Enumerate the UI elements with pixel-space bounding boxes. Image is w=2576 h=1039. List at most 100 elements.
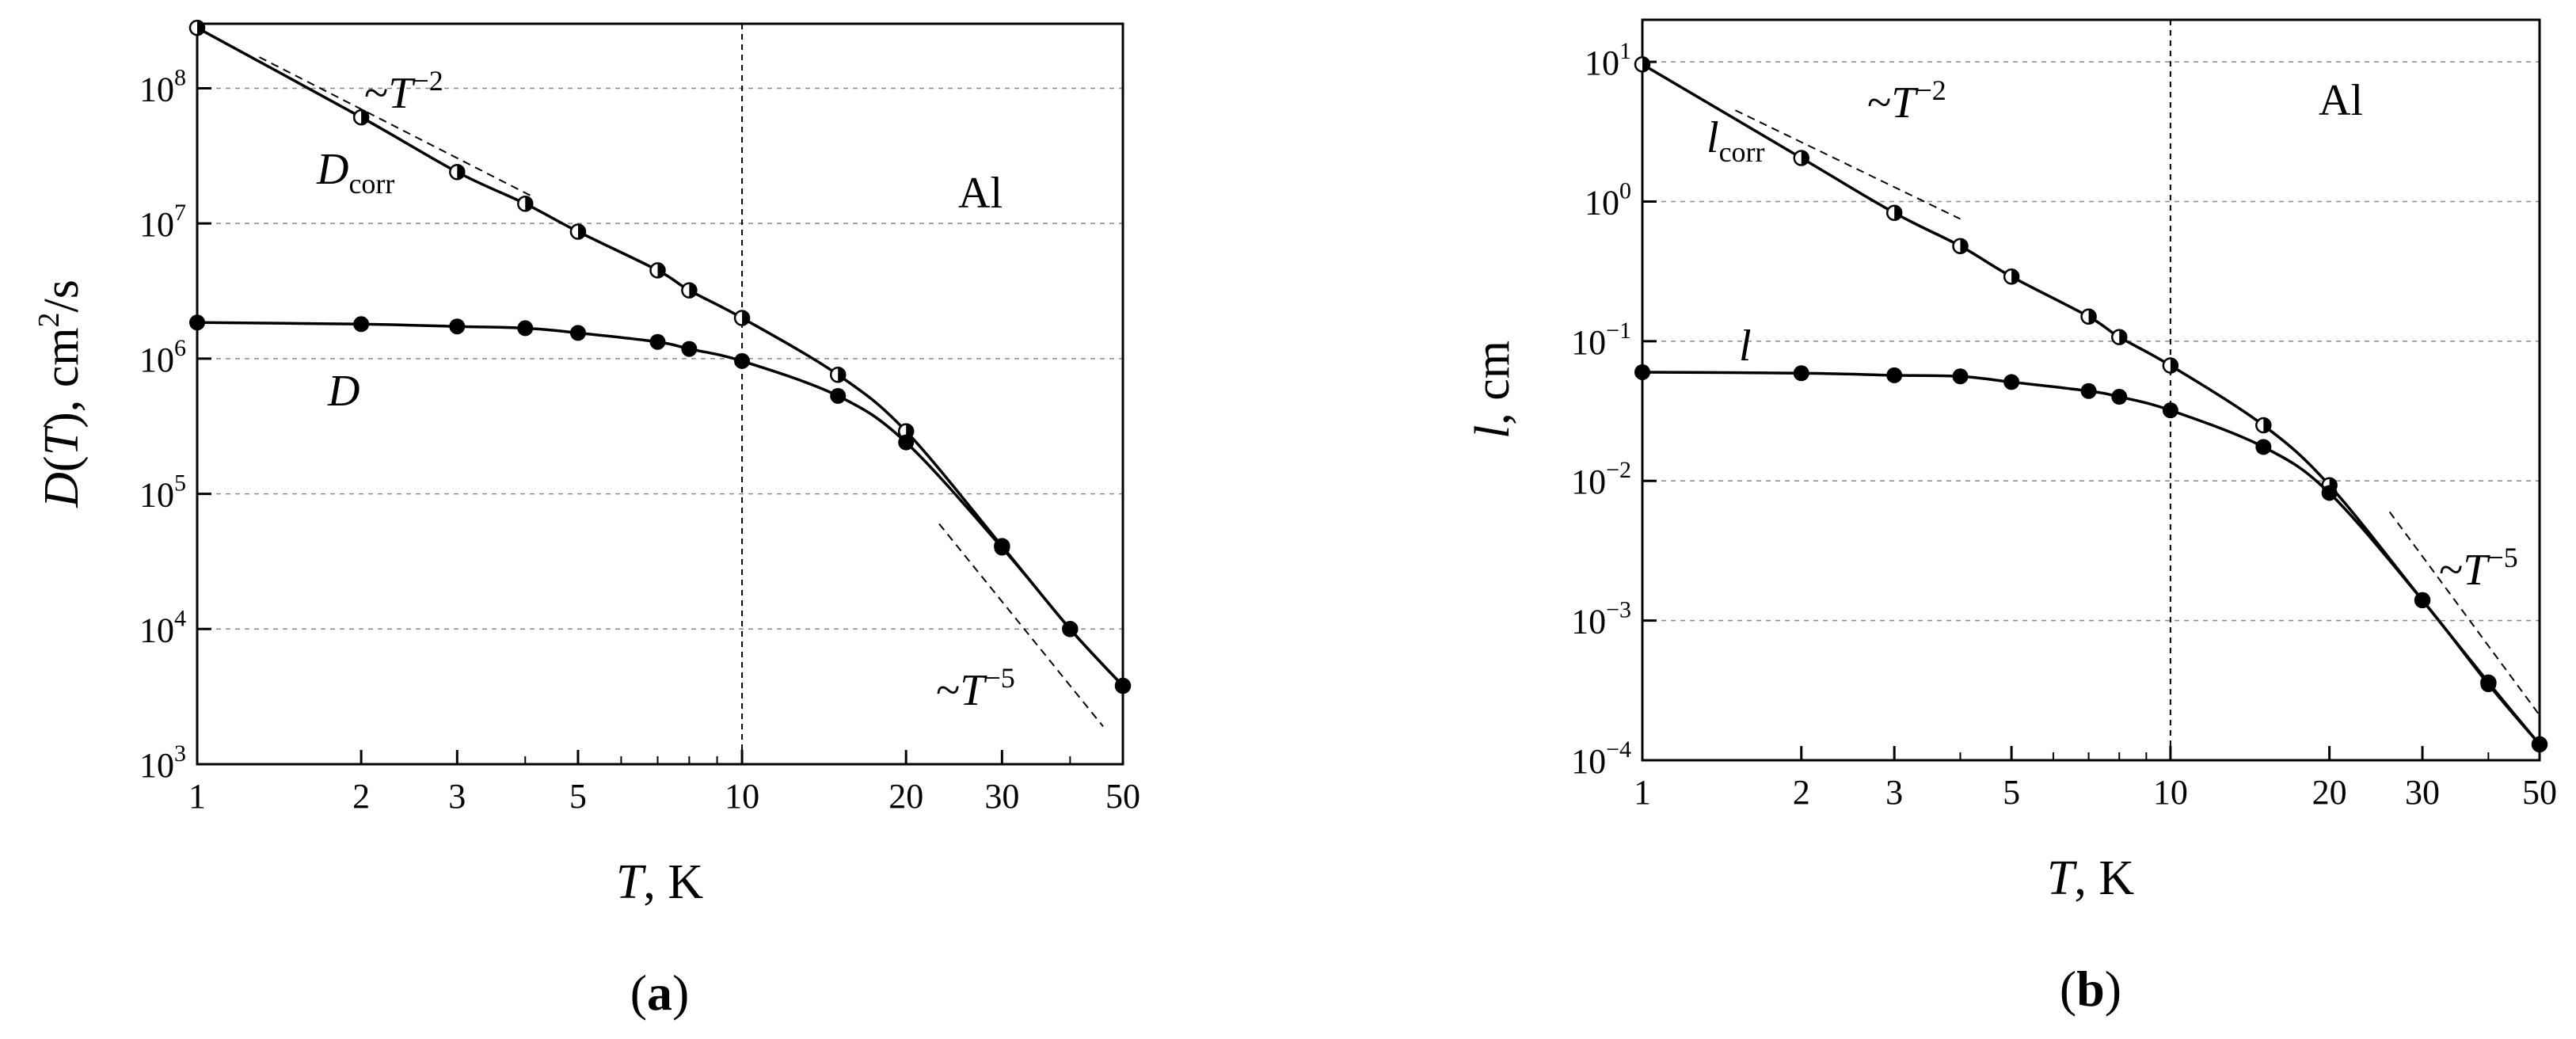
panel-b-series-l-point-4: [2003, 374, 2020, 390]
panel-b-ytick-label-1: 10−3: [1571, 597, 1631, 641]
panel-a-series-D-corr-point-7: [733, 310, 751, 326]
panel-a-series-label-d: D: [327, 367, 360, 416]
panel-a-xtick-label-0: 1: [188, 777, 206, 816]
panel-b-series: [1634, 55, 2548, 753]
panel-b-series-l-point-5: [2080, 382, 2097, 399]
panel-b-xtick-label-4: 10: [2153, 773, 2188, 812]
panel-a-series-D-point-9: [898, 434, 915, 451]
panel-a-xtick-label-3: 5: [569, 777, 587, 816]
panel-b-ytick-label-3: 10−1: [1571, 318, 1631, 362]
panel-b-xtick-label-1: 2: [1793, 773, 1810, 812]
panel-b-material-label: Al: [2319, 76, 2363, 125]
panel-b-ytick-label-5: 101: [1585, 38, 1631, 82]
panel-a-xtick-label-2: 3: [448, 777, 466, 816]
panel-a-series-D-corr-point-5: [649, 262, 666, 279]
panel-b-ref-label-t2: ~T−2: [1867, 74, 1946, 127]
panel-a-ref-line-1: [938, 523, 1104, 728]
panel-a-series-D-corr-point-3: [517, 195, 534, 212]
panel-b-series-l-point-10: [2414, 592, 2431, 608]
panel-a-xticks: 1 2 3 5 10 20 30 50: [188, 750, 1140, 816]
panel-a-series-D-point-8: [830, 387, 847, 404]
panel-b-y-axis-title: l, cm: [1466, 341, 1520, 439]
panel-a-series-D-point-0: [189, 314, 205, 331]
panel-b-series-l-point-11: [2480, 676, 2497, 693]
panel-a-ytick-label-3: 106: [139, 335, 186, 379]
panel-b-xtick-label-5: 20: [2312, 773, 2347, 812]
panel-b-series-l-point-9: [2321, 485, 2338, 501]
panel-a-reference-lines: [258, 56, 1104, 728]
panel-b-series-l-corr-point-7: [2162, 357, 2179, 374]
panel-a-series-D-corr-point-4: [569, 223, 587, 240]
panel-b-series-l-corr-point-5: [2080, 308, 2097, 325]
panel-a-series-D-corr-point-2: [449, 164, 466, 181]
panel-a-xtick-label-6: 30: [984, 777, 1019, 816]
panel-a-label: (a): [630, 965, 690, 1021]
panel-a-plot-frame: [196, 22, 1124, 766]
panel-a-xtick-label-4: 10: [725, 777, 759, 816]
panel-b-series-l-point-8: [2255, 439, 2272, 455]
panel-b-plot-frame: [1641, 18, 2541, 762]
panel-a-xtick-label-5: 20: [888, 777, 923, 816]
panel-b-ytick-label-2: 10−2: [1571, 457, 1631, 501]
panel-a-series-D-point-2: [449, 318, 466, 335]
panel-b-series-label-lcorr: lcorr: [1707, 113, 1765, 168]
panel-b-series-l-corr-point-1: [1793, 150, 1809, 166]
panel-a-series-D-corr-line: [196, 26, 1124, 687]
panel-b-xtick-label-6: 30: [2405, 773, 2440, 812]
panel-b-series-l-point-0: [1634, 363, 1650, 380]
panel-b-series-l-point-2: [1886, 367, 1903, 383]
panel-a-series-D-corr-point-1: [352, 108, 370, 126]
panel-a-series-D-point-4: [569, 325, 586, 341]
panel-a-ref-line-0: [258, 56, 532, 197]
panel-a-series-D-point-11: [1062, 621, 1079, 637]
panel-b-series-l-corr-line: [1642, 63, 2541, 746]
panel-a-series-D-corr-point-8: [829, 366, 847, 383]
panel-b: 1 2 3 5 10 20 30 50 10−4 10−3 10−2 10−1 100 101 lcor…: [1466, 18, 2557, 1017]
panel-b-series-l-point-3: [1952, 368, 1969, 385]
panel-a-ref-label-t2: ~T−2: [364, 65, 443, 118]
panel-a-series-D-point-10: [994, 539, 1010, 556]
panel-b-series-label-l: l: [1739, 322, 1752, 371]
panel-a-series-D-corr-point-6: [681, 282, 698, 299]
panel-b-grid: [1642, 20, 2540, 760]
panel-b-ytick-label-4: 100: [1585, 177, 1631, 222]
panel-a-series-label-dcorr: Dcorr: [316, 145, 394, 200]
panel-a-series-D-point-3: [517, 320, 534, 337]
panel-b-yticks: 10−4 10−3 10−2 10−1 100 101: [1571, 38, 1657, 781]
panel-b-series-l-corr-point-2: [1885, 204, 1903, 221]
panel-a-ytick-label-4: 107: [139, 200, 186, 244]
panel-b-series-l-corr-point-6: [2110, 329, 2128, 345]
panel-a-series-D-point-12: [1115, 678, 1131, 695]
panel-a-xtick-label-7: 50: [1105, 777, 1140, 816]
panel-b-xticks: 1 2 3 5 10 20 30 50: [1634, 746, 2557, 812]
panel-a-ref-label-t5: ~T−5: [936, 662, 1015, 715]
panel-b-xtick-label-7: 50: [2522, 773, 2557, 812]
panel-a-series: [188, 19, 1132, 695]
panel-b-series-l-point-12: [2532, 736, 2547, 752]
panel-a-series-D-corr-point-0: [188, 19, 206, 36]
panel-b-ref-label-t5: ~T−5: [2439, 542, 2518, 595]
panel-b-x-axis-title: T, K: [2047, 851, 2134, 905]
panel-b-series-l-line: [1642, 371, 2541, 746]
panel-a-grid: [196, 24, 1123, 764]
panel-a-ytick-label-2: 105: [139, 470, 186, 515]
panel-a-ytick-label-0: 103: [139, 740, 186, 785]
panel-b-series-l-corr-point-4: [2003, 268, 2020, 285]
panel-b-series-l-corr-point-0: [1634, 55, 1651, 73]
panel-a-ytick-label-1: 104: [139, 605, 186, 649]
panel-b-series-l-point-1: [1793, 365, 1809, 382]
panel-a-series-D-point-1: [353, 316, 370, 333]
panel-b-label: (b): [2060, 961, 2121, 1017]
panel-a-y-axis-title: D(T), cm2/s: [32, 280, 89, 508]
panel-b-ref-line-1: [2388, 511, 2540, 716]
panel-a-xtick-label-1: 2: [352, 777, 370, 816]
panel-b-xtick-label-0: 1: [1634, 773, 1651, 812]
panel-b-ytick-label-0: 10−4: [1571, 736, 1631, 781]
panel-a-ytick-label-5: 108: [139, 64, 186, 108]
panel-a-material-label: Al: [958, 169, 1003, 218]
panel-a-x-axis-title: T, K: [616, 855, 703, 909]
panel-b-xtick-label-3: 5: [2003, 773, 2020, 812]
panel-b-series-l-point-7: [2162, 402, 2178, 419]
